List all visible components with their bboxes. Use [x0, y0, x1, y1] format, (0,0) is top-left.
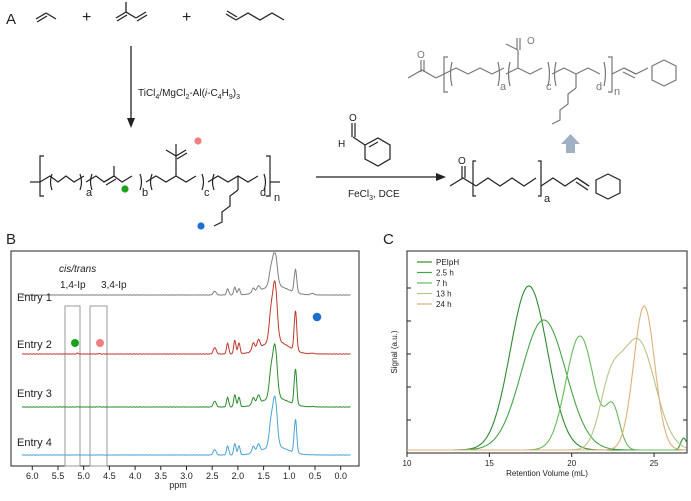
reaction-arrow-right: [316, 173, 446, 181]
nmr-x-tick-label: 4.5: [103, 471, 116, 481]
gpc-x-tick-label: 15: [485, 459, 494, 468]
nmr-x-tick-label: 0.5: [309, 471, 322, 481]
reaction-arrow-down: [127, 46, 135, 128]
nmr-plot: cis/trans 1,4-Ip 3,4-Ip Entry 1 Entry 2 …: [10, 250, 360, 490]
functionalized-polymer-structure: [407, 38, 677, 125]
nmr-plot-frame: [10, 250, 360, 467]
ethylene-structure: [35, 12, 57, 23]
gpc-series-line: [407, 319, 687, 451]
nmr-x-tick-label: 3.0: [180, 471, 193, 481]
nmr-x-axis-label: ppm: [169, 480, 187, 490]
oxygen-label-3: O: [417, 50, 425, 61]
nmr-x-tick-label: 0.0: [334, 471, 347, 481]
polymer-subscript-c: c: [204, 187, 210, 199]
panel-label-a: A: [6, 11, 16, 28]
plus-sign-1: +: [82, 9, 91, 26]
gpc-series: [407, 285, 687, 451]
nmr-x-tick-label: 2.0: [232, 471, 245, 481]
gpc-plot-frame: [406, 250, 688, 454]
benzaldehyde-structure: [351, 123, 391, 167]
gpc-series-line: [407, 305, 687, 451]
nmr-x-tick-label: 5.0: [77, 471, 90, 481]
polymer-subscript-n: n: [274, 192, 280, 204]
region-box-3-4-ip: [89, 305, 108, 467]
polymer-subscript-d: d: [260, 187, 266, 199]
nmr-marker-green: [71, 339, 79, 347]
gpc-x-tick-label: 10: [403, 459, 412, 468]
nmr-traces: [22, 252, 351, 456]
catalyst-label: TiCl4/MgCl2-Al(i-C4H9)3: [138, 88, 240, 101]
gpc-chart: 10 15 20 25 PEIpH 2.5 h7 h 13 h24 h Retention…: [390, 250, 688, 478]
gpc-y-axis-label: Signal (a.u.): [390, 330, 399, 373]
nmr-marker-blue: [312, 312, 322, 322]
nmr-trace: [22, 343, 351, 408]
oligomer-subscript-a: a: [544, 193, 551, 205]
panel-label-c: C: [383, 231, 394, 248]
polymer-subscript-b: b: [142, 187, 148, 199]
marker-blue-dot: [197, 222, 205, 230]
entry-label-1: Entry 1: [17, 292, 52, 304]
nmr-x-tick-label: 1.0: [283, 471, 296, 481]
gpc-series-line: [407, 285, 687, 451]
nmr-marker-pink: [96, 339, 104, 347]
oligomer-structure: [449, 160, 621, 200]
nmr-x-axis: 6.0 5.5 5.0 4.5 4.0 3.5 3.0 2.5 2.0 1.5 1.0 0.5 0.0: [26, 466, 347, 481]
gpc-series-line: [407, 337, 687, 451]
entry-label-2: Entry 2: [17, 339, 52, 351]
gpc-x-axis: 10 15 20 25: [403, 453, 659, 468]
oxygen-label-1: O: [349, 113, 357, 124]
terpolymer-structure: [30, 144, 280, 227]
entry-label-4: Entry 4: [17, 437, 52, 449]
region-label-1-4-ip: 1,4-Ip: [60, 280, 86, 291]
reagent-label: FeCl3, DCE: [348, 189, 400, 202]
nmr-trace: [22, 252, 351, 296]
region-box-1-4-ip: [64, 305, 81, 467]
product-subscript-d: d: [596, 81, 602, 93]
oxygen-label-4: O: [527, 36, 535, 47]
product-subscript-a: a: [500, 81, 507, 93]
legend-label: PEIpH: [436, 258, 459, 267]
gpc-x-tick-label: 20: [567, 459, 576, 468]
legend-label: 7 h: [436, 279, 447, 288]
entry-label-3: Entry 3: [17, 388, 52, 400]
gpc-legend: PEIpH 2.5 h7 h 13 h24 h: [417, 258, 459, 309]
region-label-3-4-ip: 3,4-Ip: [101, 280, 127, 291]
nmr-trace: [22, 395, 351, 456]
legend-label: 13 h: [436, 290, 452, 299]
hexene-structure: [225, 10, 285, 21]
nmr-x-tick-label: 6.0: [26, 471, 39, 481]
gpc-series-line: [407, 335, 687, 451]
nmr-x-tick-label: 5.5: [52, 471, 65, 481]
hydrogen-label: H: [338, 139, 345, 150]
gpc-y-ticks: [407, 287, 687, 421]
legend-label: 24 h: [436, 300, 452, 309]
up-arrow-icon: [561, 134, 580, 153]
nmr-trace: [22, 280, 351, 355]
product-subscript-c: c: [546, 81, 552, 93]
panel-label-b: B: [6, 231, 16, 248]
isoprene-structure: [115, 2, 148, 22]
marker-green-dot: [121, 185, 129, 193]
oxygen-label-2: O: [458, 156, 466, 167]
gpc-x-tick-label: 25: [650, 459, 659, 468]
gpc-x-axis-label: Retention Volume (mL): [506, 469, 588, 478]
region-label-cis-trans: cis/trans: [59, 264, 96, 275]
product-subscript-n: n: [614, 86, 620, 98]
marker-pink-dot: [194, 137, 202, 145]
polymer-subscript-a: a: [86, 187, 93, 199]
nmr-x-tick-label: 1.5: [257, 471, 270, 481]
nmr-x-tick-label: 3.5: [155, 471, 168, 481]
nmr-x-tick-label: 2.5: [206, 471, 219, 481]
nmr-x-tick-label: 4.0: [129, 471, 142, 481]
legend-label: 2.5 h: [436, 269, 454, 278]
plus-sign-2: +: [182, 9, 191, 26]
